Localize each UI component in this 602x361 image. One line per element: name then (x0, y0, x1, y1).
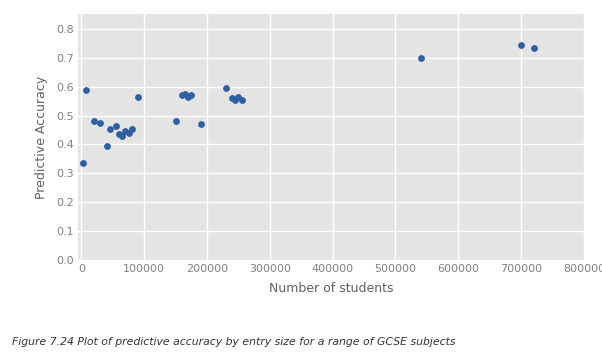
Point (89, 118, 99, 124)
Point (111, 123, 121, 129)
Point (529, 45, 539, 51)
Point (234, 94, 243, 100)
Point (237, 97, 246, 103)
Point (171, 118, 181, 124)
Point (123, 130, 133, 136)
Point (120, 129, 130, 134)
Point (127, 126, 137, 131)
Point (228, 95, 237, 101)
Point (102, 143, 111, 149)
Point (177, 92, 187, 98)
Point (82, 87, 92, 92)
Point (78, 160, 87, 166)
Point (517, 42, 526, 48)
Point (187, 92, 196, 98)
Point (117, 133, 127, 139)
Point (196, 121, 205, 127)
Point (133, 94, 143, 100)
Point (105, 126, 114, 131)
Text: Figure 7.24 Plot of predictive accuracy by entry size for a range of GCSE subjec: Figure 7.24 Plot of predictive accuracy … (12, 336, 456, 347)
Point (416, 55, 426, 61)
X-axis label: Number of students: Number of students (269, 282, 393, 295)
Point (184, 94, 193, 100)
Point (231, 97, 240, 103)
Point (180, 91, 190, 97)
Point (221, 85, 231, 91)
Point (96, 120, 105, 126)
Y-axis label: Predictive Accuracy: Predictive Accuracy (35, 75, 48, 199)
Point (114, 131, 124, 137)
